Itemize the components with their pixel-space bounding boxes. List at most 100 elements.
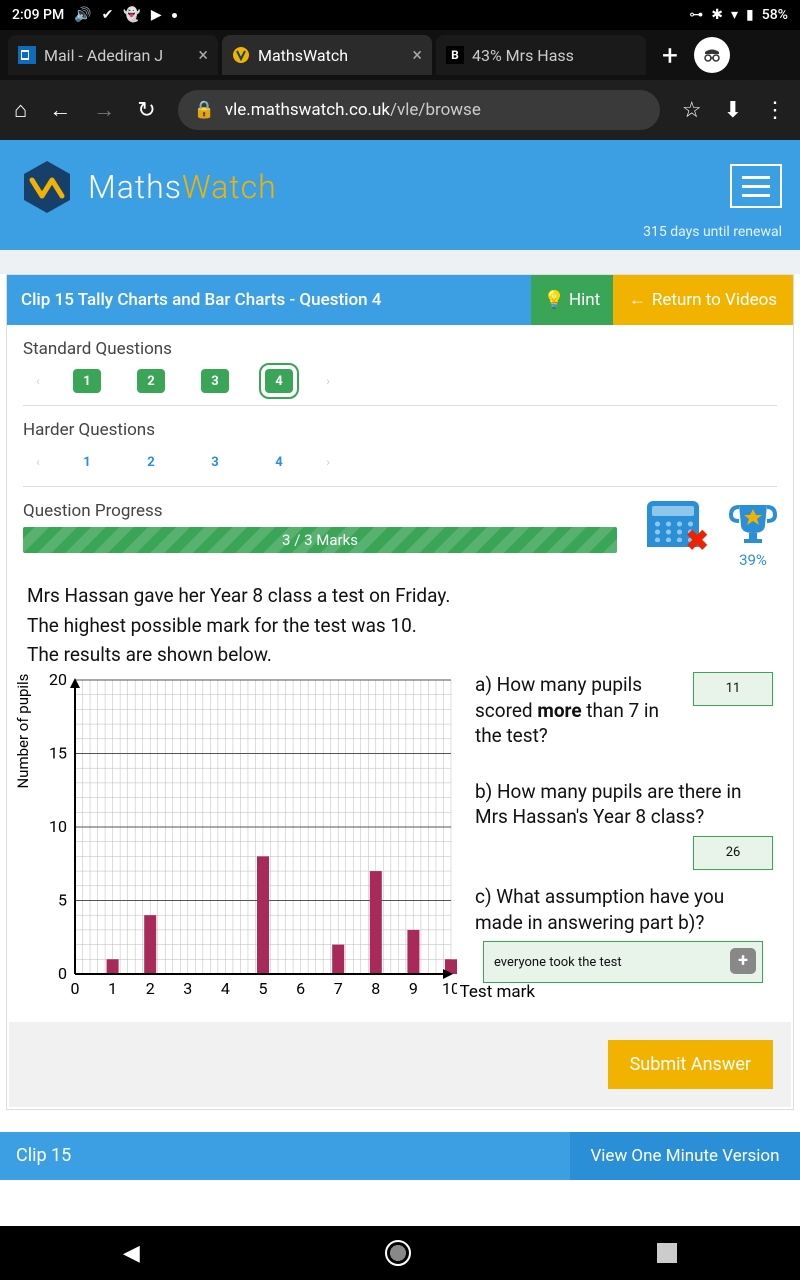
standard-label: Standard Questions xyxy=(23,339,777,359)
answer-b-input[interactable]: 26 xyxy=(693,836,773,870)
outlook-icon xyxy=(18,46,36,64)
chart-svg: 05101520012345678910 xyxy=(27,672,457,1002)
more-icon xyxy=(172,13,177,18)
home-icon[interactable]: ⌂ xyxy=(14,97,27,123)
answer-a-input[interactable]: 11 xyxy=(693,672,773,706)
question-title: Clip 15 Tally Charts and Bar Charts - Qu… xyxy=(7,275,531,325)
question-3-button[interactable]: 3 xyxy=(201,369,229,393)
expand-icon[interactable]: + xyxy=(730,948,756,974)
svg-text:7: 7 xyxy=(334,979,343,998)
back-icon[interactable]: ← xyxy=(49,97,71,123)
question-intro-2: The highest possible mark for the test w… xyxy=(27,613,773,639)
svg-text:20: 20 xyxy=(49,672,67,689)
calculator-icon: ✖ xyxy=(647,501,699,547)
menu-icon[interactable]: ⋮ xyxy=(764,98,786,123)
bar-chart: Number of pupils 05101520012345678910 Te… xyxy=(27,672,457,1002)
nav-home-icon[interactable] xyxy=(385,1240,411,1266)
volume-icon: 🔊 xyxy=(74,7,91,23)
assignment-icon: B xyxy=(446,46,464,64)
svg-text:10: 10 xyxy=(442,979,457,998)
url-host: vle.mathswatch.co.uk xyxy=(225,100,390,120)
clip-footer: Clip 15 View One Minute Version xyxy=(0,1132,800,1180)
forward-icon[interactable]: → xyxy=(93,97,115,123)
close-icon[interactable]: × xyxy=(412,45,422,66)
answer-c-input[interactable]: everyone took the test + xyxy=(483,941,763,983)
tab-title: 43% Mrs Hass xyxy=(472,46,636,65)
one-minute-button[interactable]: View One Minute Version xyxy=(570,1132,800,1180)
svg-text:4: 4 xyxy=(221,979,230,998)
tab-mail[interactable]: Mail - Adediran J × xyxy=(8,35,218,75)
svg-text:15: 15 xyxy=(49,743,67,762)
prev-icon[interactable]: ‹ xyxy=(23,455,53,469)
trophy-pct: 39% xyxy=(729,551,777,569)
question-2-button[interactable]: 2 xyxy=(137,369,165,393)
submit-button[interactable]: Submit Answer xyxy=(608,1040,773,1089)
snapchat-icon: 👻 xyxy=(123,7,140,23)
clip-label: Clip 15 xyxy=(0,1132,570,1180)
svg-text:9: 9 xyxy=(409,979,418,998)
wifi-icon: ▾ xyxy=(731,7,738,23)
svg-text:10: 10 xyxy=(49,817,67,836)
check-icon: ✔ xyxy=(102,7,114,23)
harder-1-button[interactable]: 1 xyxy=(73,450,101,474)
y-axis-label: Number of pupils xyxy=(14,673,32,788)
url-bar[interactable]: 🔒 vle.mathswatch.co.uk/vle/browse xyxy=(178,90,660,130)
trophy-icon xyxy=(729,501,777,543)
mathswatch-icon xyxy=(232,46,250,64)
svg-text:8: 8 xyxy=(371,979,380,998)
android-statusbar: 2:09 PM 🔊 ✔ 👻 ▶ ⊶ ✱ ▾ ▮ 58% xyxy=(0,0,800,30)
new-tab-button[interactable]: + xyxy=(650,39,690,72)
reload-icon[interactable]: ↻ xyxy=(137,98,155,123)
back-arrow-icon: ← xyxy=(629,290,646,310)
android-navbar: ◀ xyxy=(0,1226,800,1280)
submit-row: Submit Answer xyxy=(9,1022,791,1107)
return-button[interactable]: ←Return to Videos xyxy=(613,275,793,325)
close-icon[interactable]: × xyxy=(198,45,208,66)
youtube-icon: ▶ xyxy=(151,7,162,23)
browser-navbar: ⌂ ← → ↻ 🔒 vle.mathswatch.co.uk/vle/brows… xyxy=(0,80,800,140)
harder-label: Harder Questions xyxy=(23,420,777,440)
star-icon[interactable]: ☆ xyxy=(682,98,702,123)
question-4-button[interactable]: 4 xyxy=(265,369,293,393)
download-icon[interactable]: ⬇ xyxy=(724,98,742,123)
question-intro-3: The results are shown below. xyxy=(27,642,773,668)
x-axis-label: Test mark xyxy=(460,982,535,1002)
next-icon[interactable]: › xyxy=(313,455,343,469)
prev-icon[interactable]: ‹ xyxy=(23,374,53,388)
no-calc-icon: ✖ xyxy=(686,524,709,557)
vpn-icon: ⊶ xyxy=(689,7,703,23)
hint-button[interactable]: 💡Hint xyxy=(531,275,613,325)
svg-text:0: 0 xyxy=(58,964,67,983)
harder-4-button[interactable]: 4 xyxy=(265,450,293,474)
question-1-button[interactable]: 1 xyxy=(73,369,101,393)
next-icon[interactable]: › xyxy=(313,374,343,388)
hamburger-button[interactable] xyxy=(730,164,782,208)
harder-2-button[interactable]: 2 xyxy=(137,450,165,474)
tab-title: MathsWatch xyxy=(258,46,404,65)
question-panel: Clip 15 Tally Charts and Bar Charts - Qu… xyxy=(6,274,794,1110)
trophy-badge: 39% xyxy=(729,501,777,569)
svg-text:2: 2 xyxy=(146,979,155,998)
clock: 2:09 PM xyxy=(12,7,64,23)
bulb-icon: 💡 xyxy=(544,290,565,310)
incognito-icon[interactable] xyxy=(694,37,730,73)
part-c: c) What assumption have you made in answ… xyxy=(475,884,773,983)
part-a: 11 a) How many pupils scored more than 7… xyxy=(475,672,773,749)
logo-icon xyxy=(18,158,76,216)
svg-text:5: 5 xyxy=(58,890,67,909)
svg-text:1: 1 xyxy=(108,979,117,998)
svg-text:0: 0 xyxy=(71,979,80,998)
svg-text:B: B xyxy=(451,48,459,62)
url-path: /vle/browse xyxy=(390,100,481,120)
renewal-text: 315 days until renewal xyxy=(18,224,782,240)
svg-text:6: 6 xyxy=(296,979,305,998)
harder-3-button[interactable]: 3 xyxy=(201,450,229,474)
question-intro-1: Mrs Hassan gave her Year 8 class a test … xyxy=(27,583,773,609)
nav-back-icon[interactable]: ◀ xyxy=(123,1241,140,1266)
brand-name: MathsWatch xyxy=(88,168,277,206)
tab-assignment[interactable]: B 43% Mrs Hass xyxy=(436,35,646,75)
app-header: MathsWatch 315 days until renewal xyxy=(0,140,800,250)
nav-recent-icon[interactable] xyxy=(657,1243,677,1263)
tab-mathswatch[interactable]: MathsWatch × xyxy=(222,35,432,75)
progress-label: Question Progress xyxy=(23,501,617,521)
